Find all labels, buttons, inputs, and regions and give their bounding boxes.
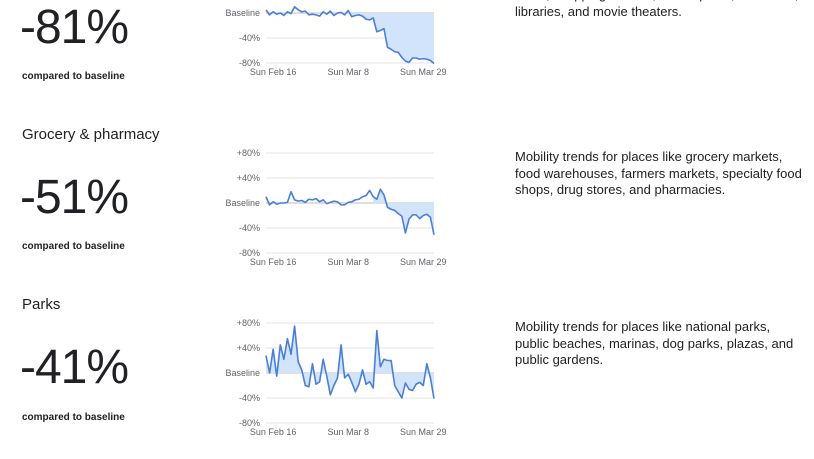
series-line bbox=[265, 5, 435, 65]
series-line bbox=[265, 325, 435, 399]
deviation-area bbox=[266, 326, 434, 399]
category-title: Parks bbox=[22, 296, 61, 313]
mobility-chart-3: +80% +40% Baseline -40% -80%Sun Feb 16 Sun Ma… bbox=[225, 318, 447, 437]
category-section-1: -81% compared to baseline +40%Baseline-4… bbox=[0, 0, 814, 128]
category-description: Mobility trends for places like grocery … bbox=[515, 149, 802, 197]
x-tick-label: Sun Mar 29 bbox=[400, 67, 447, 77]
x-tick-label: Sun Mar 8 bbox=[327, 427, 369, 437]
y-tick-label: -80% bbox=[239, 418, 260, 428]
category-description: cafes, shopping centers, theme parks, mu… bbox=[515, 0, 798, 19]
y-tick-label: -40% bbox=[239, 223, 260, 233]
y-tick-label: -40% bbox=[239, 33, 260, 43]
category-section-3: Parks -41% compared to baseline +80% +40%… bbox=[0, 295, 814, 459]
mobility-chart-2: +80% +40% Baseline -40% -80%Sun Feb 16 Sun Ma… bbox=[225, 148, 447, 267]
y-tick-label: -80% bbox=[239, 248, 260, 258]
change-value: -51% bbox=[20, 171, 129, 224]
change-value: -81% bbox=[20, 1, 129, 54]
change-value: -41% bbox=[20, 341, 129, 394]
y-tick-label: +40% bbox=[237, 173, 260, 183]
x-tick-label: Sun Mar 8 bbox=[327, 67, 369, 77]
y-tick-label: Baseline bbox=[225, 198, 260, 208]
category-description: Mobility trends for places like national… bbox=[515, 319, 794, 367]
compared-label: compared to baseline bbox=[22, 412, 125, 423]
y-tick-label: -80% bbox=[239, 58, 260, 68]
x-tick-label: Sun Feb 16 bbox=[250, 427, 297, 437]
compared-label: compared to baseline bbox=[22, 71, 125, 82]
series-line bbox=[265, 188, 435, 236]
category-title: Grocery & pharmacy bbox=[22, 126, 160, 143]
category-section-2: Grocery & pharmacy -51% compared to base… bbox=[0, 125, 814, 295]
y-tick-label: Baseline bbox=[225, 8, 260, 18]
y-tick-label: +40% bbox=[237, 343, 260, 353]
deviation-area bbox=[373, 189, 434, 235]
x-tick-label: Sun Feb 16 bbox=[250, 257, 297, 267]
x-tick-label: Sun Mar 29 bbox=[400, 427, 447, 437]
y-tick-label: Baseline bbox=[225, 368, 260, 378]
deviation-area bbox=[344, 10, 434, 64]
x-tick-label: Sun Mar 29 bbox=[400, 257, 447, 267]
x-tick-label: Sun Mar 8 bbox=[327, 257, 369, 267]
x-tick-label: Sun Feb 16 bbox=[250, 67, 297, 77]
y-tick-label: -40% bbox=[239, 393, 260, 403]
y-tick-label: +80% bbox=[237, 318, 260, 328]
compared-label: compared to baseline bbox=[22, 241, 125, 252]
y-tick-label: +80% bbox=[237, 148, 260, 158]
